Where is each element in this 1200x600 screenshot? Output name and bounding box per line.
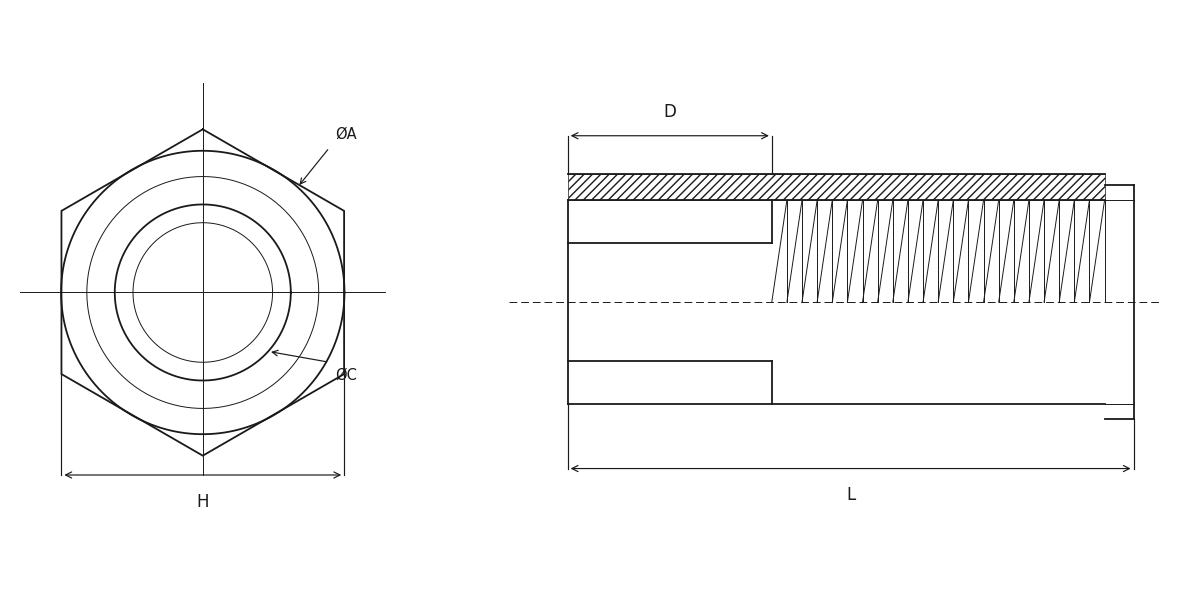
Text: L: L xyxy=(846,486,856,504)
Bar xyxy=(568,175,1104,200)
Text: D: D xyxy=(664,103,677,121)
Text: ØC: ØC xyxy=(335,368,356,383)
Text: ØA: ØA xyxy=(335,127,356,142)
Text: H: H xyxy=(197,493,209,511)
